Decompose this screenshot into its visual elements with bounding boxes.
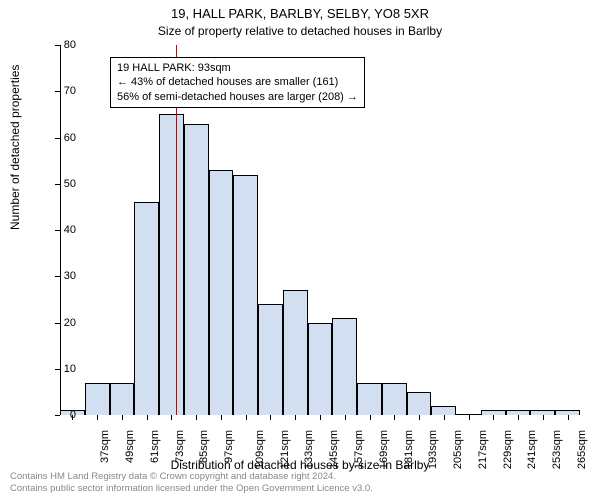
x-tick-label: 121sqm [279,430,291,469]
x-tick [246,415,247,420]
x-tick-label: 169sqm [378,430,390,469]
x-tick [370,415,371,420]
y-tick-label: 30 [46,270,76,282]
footer-line1: Contains HM Land Registry data © Crown c… [10,471,336,482]
footer-line2: Contains public sector information licen… [10,483,373,494]
x-tick-label: 181sqm [403,430,415,469]
histogram-bar [407,392,432,415]
chart-subtitle: Size of property relative to detached ho… [0,24,600,38]
annotation-line: 19 HALL PARK: 93sqm [117,61,358,75]
histogram-bar [283,290,308,415]
x-tick [444,415,445,420]
chart-title: 19, HALL PARK, BARLBY, SELBY, YO8 5XR [0,6,600,21]
x-tick-label: 157sqm [353,430,365,469]
x-tick-label: 133sqm [304,430,316,469]
x-tick [221,415,222,420]
y-tick-label: 20 [46,317,76,329]
y-tick-label: 60 [46,132,76,144]
histogram-bar [184,124,209,415]
y-tick-label: 10 [46,363,76,375]
annotation-line: ← 43% of detached houses are smaller (16… [117,75,358,89]
y-tick-label: 40 [46,224,76,236]
histogram-bar [258,304,283,415]
x-tick-label: 193sqm [427,430,439,469]
histogram-bar [85,383,110,415]
annotation-box: 19 HALL PARK: 93sqm← 43% of detached hou… [110,57,365,108]
annotation-line: 56% of semi-detached houses are larger (… [117,90,358,104]
x-tick-label: 253sqm [551,430,563,469]
x-tick-label: 37sqm [99,430,111,463]
x-tick [270,415,271,420]
x-tick [147,415,148,420]
x-tick [171,415,172,420]
histogram-bar [134,202,159,415]
histogram-bar [233,175,258,416]
histogram-bar [431,406,456,415]
x-tick [320,415,321,420]
x-tick [469,415,470,420]
histogram-bar [159,114,184,415]
x-tick-label: 229sqm [502,430,514,469]
x-tick [419,415,420,420]
x-tick [493,415,494,420]
x-tick [196,415,197,420]
y-axis-label: Number of detached properties [8,65,22,230]
x-tick-label: 97sqm [223,430,235,463]
x-tick-label: 85sqm [198,430,210,463]
x-tick [97,415,98,420]
histogram-bar [209,170,234,415]
histogram-bar [308,323,333,416]
x-tick [122,415,123,420]
x-tick [568,415,569,420]
chart-footer: Contains HM Land Registry data © Crown c… [10,471,373,494]
y-tick-label: 70 [46,85,76,97]
histogram-bar [110,383,135,415]
x-tick-label: 241sqm [526,430,538,469]
x-tick-label: 73sqm [174,430,186,463]
x-tick [518,415,519,420]
x-tick-label: 265sqm [576,430,588,469]
histogram-bar [332,318,357,415]
histogram-bar [382,383,407,415]
x-tick [345,415,346,420]
y-tick-label: 50 [46,178,76,190]
x-tick-label: 109sqm [254,430,266,469]
y-tick-label: 80 [46,39,76,51]
x-tick-label: 217sqm [477,430,489,469]
x-tick [543,415,544,420]
x-tick-label: 61sqm [149,430,161,463]
x-tick-label: 205sqm [452,430,464,469]
x-tick [394,415,395,420]
x-tick-label: 145sqm [328,430,340,469]
histogram-bar [357,383,382,415]
x-tick-label: 49sqm [124,430,136,463]
y-tick-label: 0 [46,409,76,421]
x-tick [295,415,296,420]
property-size-chart: 19, HALL PARK, BARLBY, SELBY, YO8 5XR Si… [0,0,600,500]
